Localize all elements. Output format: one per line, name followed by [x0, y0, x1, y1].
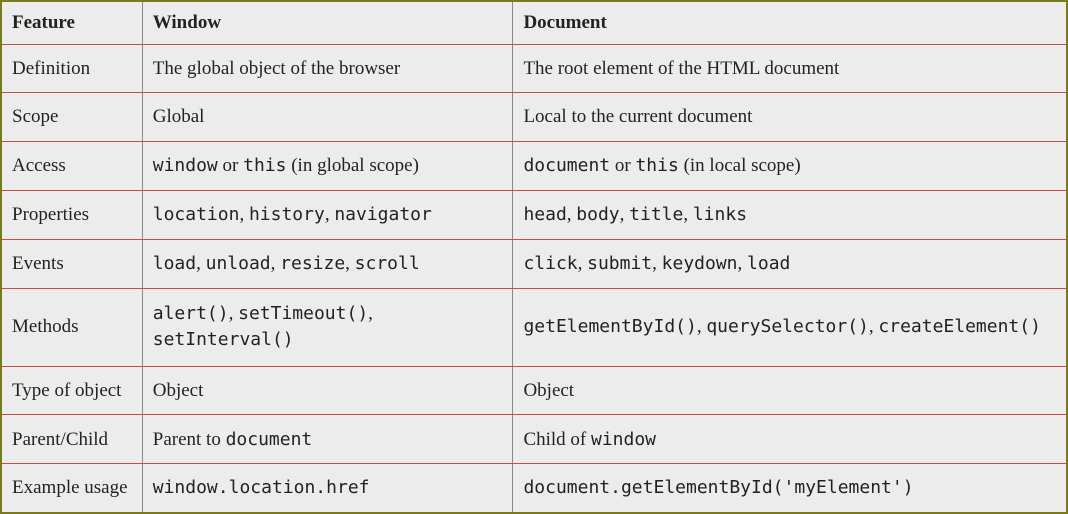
header-row: Feature Window Document: [2, 2, 1066, 44]
table-row: Eventsload, unload, resize, scrollclick,…: [2, 239, 1066, 288]
cell-document: document.getElementById('myElement'): [513, 464, 1066, 512]
table-row: Definition The global object of the brows…: [2, 44, 1066, 93]
code-token: getElementById(): [523, 316, 696, 337]
code-token: keydown: [662, 253, 738, 274]
text-token: ,: [869, 316, 879, 337]
code-token: createElement(): [878, 316, 1041, 337]
cell-window: Global: [142, 93, 513, 142]
cell-feature: Properties: [2, 190, 142, 239]
code-token: history: [249, 204, 325, 225]
cell-feature: Methods: [2, 288, 142, 366]
text-token: Local to the current document: [523, 106, 752, 127]
code-token: scroll: [355, 253, 420, 274]
cell-window: window or this (in global scope): [142, 142, 513, 191]
code-token: load: [153, 253, 196, 274]
cell-feature: Type of object: [2, 366, 142, 415]
text-token: ,: [196, 253, 206, 274]
text-token: The global object of the browser: [153, 58, 400, 79]
header-feature: Feature: [2, 2, 142, 44]
table-row: Type of object Object Object: [2, 366, 1066, 415]
text-token: Object: [523, 380, 574, 401]
code-token: click: [523, 253, 577, 274]
text-token: ,: [620, 204, 630, 225]
table-row: Propertieslocation, history, navigatorhe…: [2, 190, 1066, 239]
cell-document: The root element of the HTML document: [513, 44, 1066, 93]
text-token: ,: [229, 303, 239, 324]
text-token: Child of: [523, 429, 591, 450]
cell-feature: Definition: [2, 44, 142, 93]
cell-window: alert(), setTimeout(), setInterval(): [142, 288, 513, 366]
code-token: title: [629, 204, 683, 225]
code-token: submit: [587, 253, 652, 274]
code-token: resize: [280, 253, 345, 274]
cell-document: Child of window: [513, 415, 1066, 464]
table-row: Scope Global Local to the current document: [2, 93, 1066, 142]
text-token: ,: [368, 303, 373, 324]
table-body: Definition The global object of the brows…: [2, 44, 1066, 512]
code-token: this: [635, 155, 678, 176]
text-token: (in global scope): [286, 155, 418, 176]
text-token: The root element of the HTML document: [523, 58, 839, 79]
cell-document: click, submit, keydown, load: [513, 239, 1066, 288]
cell-document: Object: [513, 366, 1066, 415]
text-token: ,: [345, 253, 355, 274]
code-token: this: [243, 155, 286, 176]
cell-window: location, history, navigator: [142, 190, 513, 239]
code-token: querySelector(): [706, 316, 869, 337]
code-token: alert(): [153, 303, 229, 324]
text-token: Object: [153, 380, 204, 401]
cell-feature: Example usage: [2, 464, 142, 512]
table-row: Methodsalert(), setTimeout(), setInterva…: [2, 288, 1066, 366]
code-token: links: [693, 204, 747, 225]
text-token: or: [218, 155, 243, 176]
cell-window: window.location.href: [142, 464, 513, 512]
cell-window: Parent to document: [142, 415, 513, 464]
cell-window: load, unload, resize, scroll: [142, 239, 513, 288]
cell-document: Local to the current document: [513, 93, 1066, 142]
cell-feature: Events: [2, 239, 142, 288]
comparison-table: Feature Window Document Definition The gl…: [2, 2, 1066, 512]
text-token: ,: [325, 204, 335, 225]
text-token: ,: [567, 204, 577, 225]
text-token: (in local scope): [679, 155, 801, 176]
code-token: body: [576, 204, 619, 225]
text-token: ,: [738, 253, 748, 274]
cell-window: Object: [142, 366, 513, 415]
cell-feature: Access: [2, 142, 142, 191]
text-token: or: [610, 155, 635, 176]
table-row: Example usage window.location.href documen…: [2, 464, 1066, 512]
code-token: window: [591, 429, 656, 450]
code-token: document: [226, 429, 313, 450]
code-token: document.getElementById('myElement'): [523, 477, 913, 498]
cell-document: document or this (in local scope): [513, 142, 1066, 191]
text-token: ,: [697, 316, 707, 337]
table-row: Accesswindow or this (in global scope)do…: [2, 142, 1066, 191]
header-window: Window: [142, 2, 513, 44]
code-token: window: [153, 155, 218, 176]
text-token: ,: [271, 253, 281, 274]
table-row: Parent/ChildParent to documentChild of w…: [2, 415, 1066, 464]
code-token: document: [523, 155, 610, 176]
cell-feature: Parent/Child: [2, 415, 142, 464]
text-token: ,: [683, 204, 693, 225]
code-token: head: [523, 204, 566, 225]
code-token: load: [747, 253, 790, 274]
code-token: window.location.href: [153, 477, 370, 498]
text-token: ,: [578, 253, 588, 274]
text-token: Parent to: [153, 429, 226, 450]
code-token: unload: [206, 253, 271, 274]
code-token: navigator: [334, 204, 432, 225]
code-token: setTimeout(): [238, 303, 368, 324]
code-token: location: [153, 204, 240, 225]
text-token: ,: [239, 204, 249, 225]
cell-feature: Scope: [2, 93, 142, 142]
cell-document: getElementById(), querySelector(), creat…: [513, 288, 1066, 366]
header-document: Document: [513, 2, 1066, 44]
text-token: Global: [153, 106, 205, 127]
cell-window: The global object of the browser: [142, 44, 513, 93]
text-token: ,: [652, 253, 662, 274]
cell-document: head, body, title, links: [513, 190, 1066, 239]
code-token: setInterval(): [153, 329, 294, 350]
